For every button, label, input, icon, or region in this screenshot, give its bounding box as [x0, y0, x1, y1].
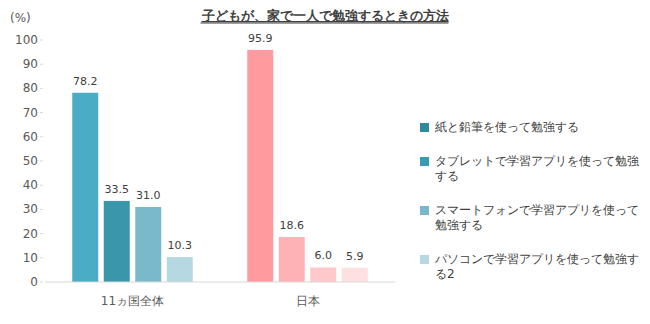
bar: [310, 267, 336, 282]
y-tick: [40, 185, 43, 186]
bar: [104, 201, 130, 282]
data-label: 10.3: [168, 239, 193, 252]
y-tick: [40, 233, 43, 234]
data-labels: 78.2 33.5 31.0 10.3 95.9 18.6 6.0 5.9: [73, 32, 364, 263]
data-label: 95.9: [248, 32, 273, 45]
data-label: 5.9: [346, 250, 364, 263]
data-label: 33.5: [105, 183, 130, 196]
bar: [247, 50, 273, 282]
y-tick-label: 20: [23, 227, 38, 241]
y-tick: [40, 282, 43, 283]
legend-item: スマートフォンで学習アプリを使って勉強する: [420, 203, 642, 233]
data-label: 31.0: [136, 189, 161, 202]
y-tick-label: 0: [30, 275, 38, 289]
y-tick: [40, 40, 43, 41]
legend-label: タブレットで学習アプリを使って勉強する: [435, 154, 642, 184]
legend-swatch: [420, 157, 429, 166]
x-tick-label: 日本: [296, 294, 320, 308]
y-tick: [40, 64, 43, 65]
data-label: 78.2: [73, 75, 98, 88]
y-tick: [40, 136, 43, 137]
x-axis-line: [45, 282, 395, 283]
y-tick: [40, 88, 43, 89]
y-tick-label: 30: [23, 202, 38, 216]
x-tick-label: 11ヵ国全体: [101, 294, 164, 308]
y-tick-label: 70: [23, 106, 38, 120]
bar: [342, 268, 368, 282]
data-label: 18.6: [280, 219, 305, 232]
legend-item: タブレットで学習アプリを使って勉強する: [420, 154, 642, 184]
y-tick-label: 90: [23, 57, 38, 71]
y-tick: [40, 161, 43, 162]
y-tick-label: 60: [23, 130, 38, 144]
chart-container: {"chart_data": {"type": "bar", "title": …: [0, 0, 650, 324]
title: 子どもが、家で一人で勉強するときの方法: [201, 8, 449, 23]
y-tick-label: 80: [23, 81, 38, 95]
legend-swatch: [420, 206, 429, 215]
y-tick: [40, 209, 43, 210]
bar: [72, 93, 98, 282]
y-tick-label: 50: [23, 154, 38, 168]
legend-label: 紙と鉛筆を使って勉強する: [435, 120, 579, 135]
legend-label: スマートフォンで学習アプリを使って勉強する: [435, 203, 642, 233]
data-label: 6.0: [315, 249, 333, 262]
legend-swatch: [420, 123, 429, 132]
bar: [279, 237, 305, 282]
legend-item: 紙と鉛筆を使って勉強する: [420, 120, 642, 135]
legend-item: パソコンで学習アプリを使って勉強する2: [420, 252, 642, 282]
bar: [167, 257, 193, 282]
y-tick-label: 40: [23, 178, 38, 192]
legend-label: パソコンで学習アプリを使って勉強する2: [435, 252, 642, 282]
legend: 紙と鉛筆を使って勉強するタブレットで学習アプリを使って勉強するスマートフォンで学…: [420, 120, 642, 301]
bars: [72, 50, 368, 282]
y-axis-label: (%): [10, 11, 31, 25]
y-tick-label: 100: [15, 33, 38, 47]
y-tick-label: 10: [23, 251, 38, 265]
y-tick: [40, 112, 43, 113]
bar: [135, 207, 161, 282]
title-underline: [201, 23, 449, 24]
y-tick: [40, 257, 43, 258]
legend-swatch: [420, 255, 429, 264]
